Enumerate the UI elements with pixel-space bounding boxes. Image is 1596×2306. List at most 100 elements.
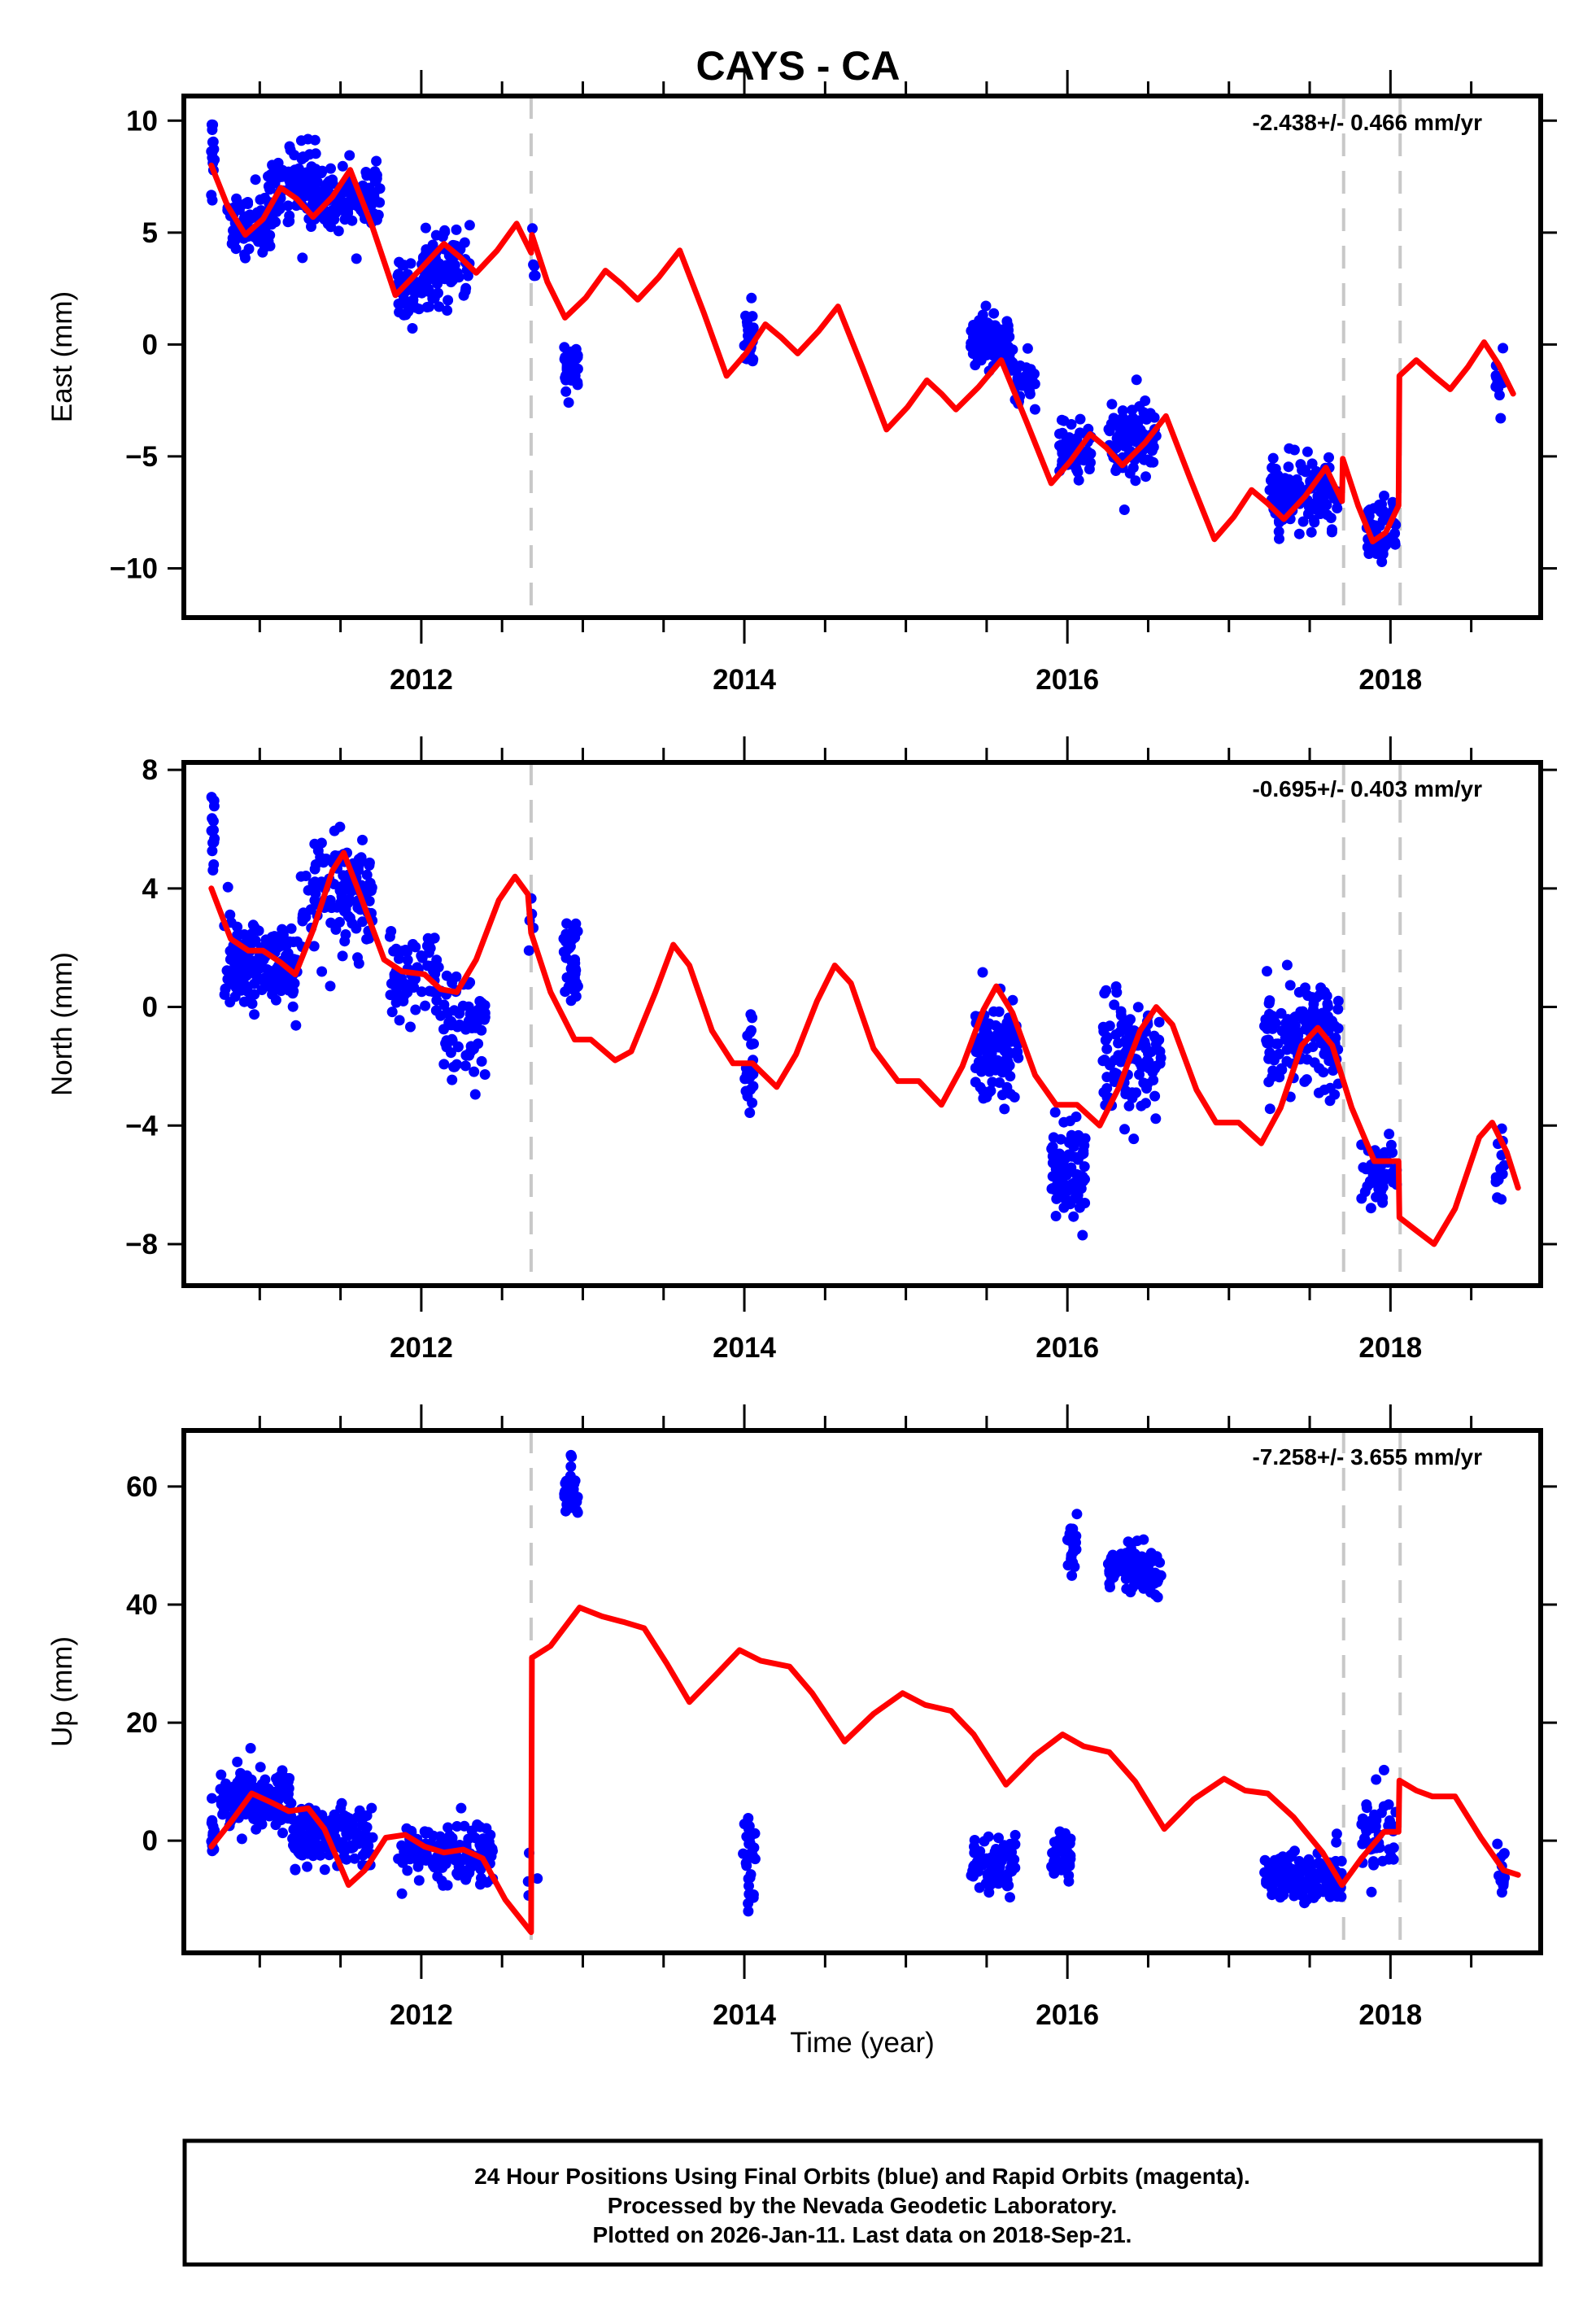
- observation-point: [1104, 1020, 1115, 1032]
- observation-point: [341, 1826, 352, 1837]
- observation-point: [208, 836, 220, 847]
- observation-point: [1109, 1068, 1120, 1078]
- observation-point: [242, 1770, 252, 1781]
- observation-point: [1009, 1829, 1021, 1841]
- y-tick-label: −8: [125, 1229, 158, 1260]
- observation-point: [1048, 1132, 1059, 1143]
- plot-frame: [181, 1428, 1543, 1955]
- observation-point: [969, 1835, 980, 1845]
- observation-point: [206, 792, 217, 803]
- observation-point: [1498, 1876, 1509, 1888]
- observation-point: [1367, 1856, 1379, 1867]
- x-tick-label: 2016: [1036, 1332, 1099, 1364]
- observation-point: [442, 305, 453, 316]
- observation-point: [1498, 1160, 1510, 1171]
- observation-point: [1066, 1570, 1078, 1581]
- observation-point: [402, 954, 413, 966]
- observation-point: [331, 902, 342, 913]
- observation-point: [744, 1107, 756, 1118]
- observation-point: [1072, 1169, 1084, 1181]
- observation-point: [263, 235, 274, 247]
- observation-point: [564, 364, 575, 375]
- observation-point: [434, 301, 445, 312]
- observation-point: [1048, 1147, 1059, 1159]
- observation-point: [1288, 481, 1299, 492]
- observation-point: [1101, 1043, 1113, 1055]
- observation-point: [245, 213, 256, 225]
- observation-point: [1376, 557, 1388, 567]
- observation-point: [421, 1850, 432, 1861]
- observation-point: [1058, 1116, 1070, 1128]
- observation-point: [207, 146, 218, 158]
- y-axis-label: Up (mm): [46, 1636, 78, 1747]
- observation-point: [1110, 981, 1122, 992]
- observation-point: [1260, 1020, 1271, 1031]
- observation-point: [373, 209, 384, 221]
- observation-point: [452, 1042, 464, 1053]
- observation-point: [1286, 1849, 1297, 1860]
- observation-point: [218, 1806, 229, 1817]
- observation-point: [1365, 1177, 1376, 1189]
- observation-point: [460, 1060, 471, 1072]
- observation-point: [743, 1073, 754, 1085]
- observation-point: [1387, 496, 1398, 508]
- observation-point: [1001, 1081, 1013, 1093]
- observation-point: [572, 1507, 583, 1518]
- observation-point: [360, 1810, 372, 1822]
- observation-point: [1007, 994, 1018, 1006]
- observation-point: [1272, 1038, 1284, 1050]
- observation-point: [999, 1046, 1010, 1057]
- observation-point: [992, 1029, 1003, 1041]
- observation-point: [259, 1774, 271, 1785]
- observation-point: [321, 854, 332, 864]
- observation-point: [207, 813, 218, 824]
- observation-point: [305, 904, 316, 915]
- observation-point: [1277, 1851, 1289, 1863]
- observation-point: [207, 1828, 219, 1839]
- observation-point: [351, 199, 362, 211]
- observation-point: [1389, 539, 1401, 550]
- observation-point: [423, 947, 434, 959]
- observation-point: [1060, 1194, 1071, 1205]
- observation-point: [1325, 513, 1337, 523]
- observation-point: [969, 1847, 980, 1858]
- observation-point: [229, 946, 241, 957]
- observation-point: [1009, 1854, 1020, 1865]
- observation-point: [421, 302, 433, 312]
- observation-point: [530, 270, 541, 282]
- observation-point: [1098, 1087, 1110, 1098]
- observation-point: [1498, 1848, 1510, 1859]
- observation-point: [565, 995, 577, 1007]
- observation-point: [529, 260, 540, 272]
- observation-point: [991, 324, 1002, 335]
- observation-point: [1115, 1010, 1127, 1021]
- observation-point: [208, 801, 220, 812]
- observation-point: [287, 988, 299, 999]
- observation-point: [334, 821, 346, 832]
- observation-point: [349, 1853, 360, 1864]
- observation-point: [451, 1059, 462, 1070]
- observation-point: [461, 1871, 472, 1883]
- observation-point: [1117, 1050, 1128, 1060]
- observation-point: [1380, 1173, 1390, 1185]
- observation-point: [743, 1813, 754, 1823]
- observation-point: [1009, 1091, 1020, 1103]
- observation-point: [1155, 1052, 1166, 1063]
- observation-point: [745, 1009, 757, 1020]
- observation-point: [1079, 1161, 1090, 1173]
- observation-point: [1294, 1889, 1306, 1900]
- observation-point: [439, 226, 451, 238]
- observation-point: [1005, 1892, 1015, 1903]
- observation-point: [333, 225, 344, 237]
- observation-point: [393, 269, 404, 280]
- observation-point: [1136, 1100, 1147, 1112]
- observation-point: [400, 945, 411, 955]
- observation-point: [245, 1743, 256, 1754]
- observation-point: [1117, 405, 1128, 417]
- footer-line-1: 24 Hour Positions Using Final Orbits (bl…: [474, 2164, 1250, 2189]
- observation-point: [351, 253, 362, 264]
- observation-point: [249, 1009, 260, 1020]
- observation-point: [310, 1845, 321, 1856]
- y-tick-label: 20: [126, 1707, 158, 1739]
- observation-point: [998, 1036, 1009, 1047]
